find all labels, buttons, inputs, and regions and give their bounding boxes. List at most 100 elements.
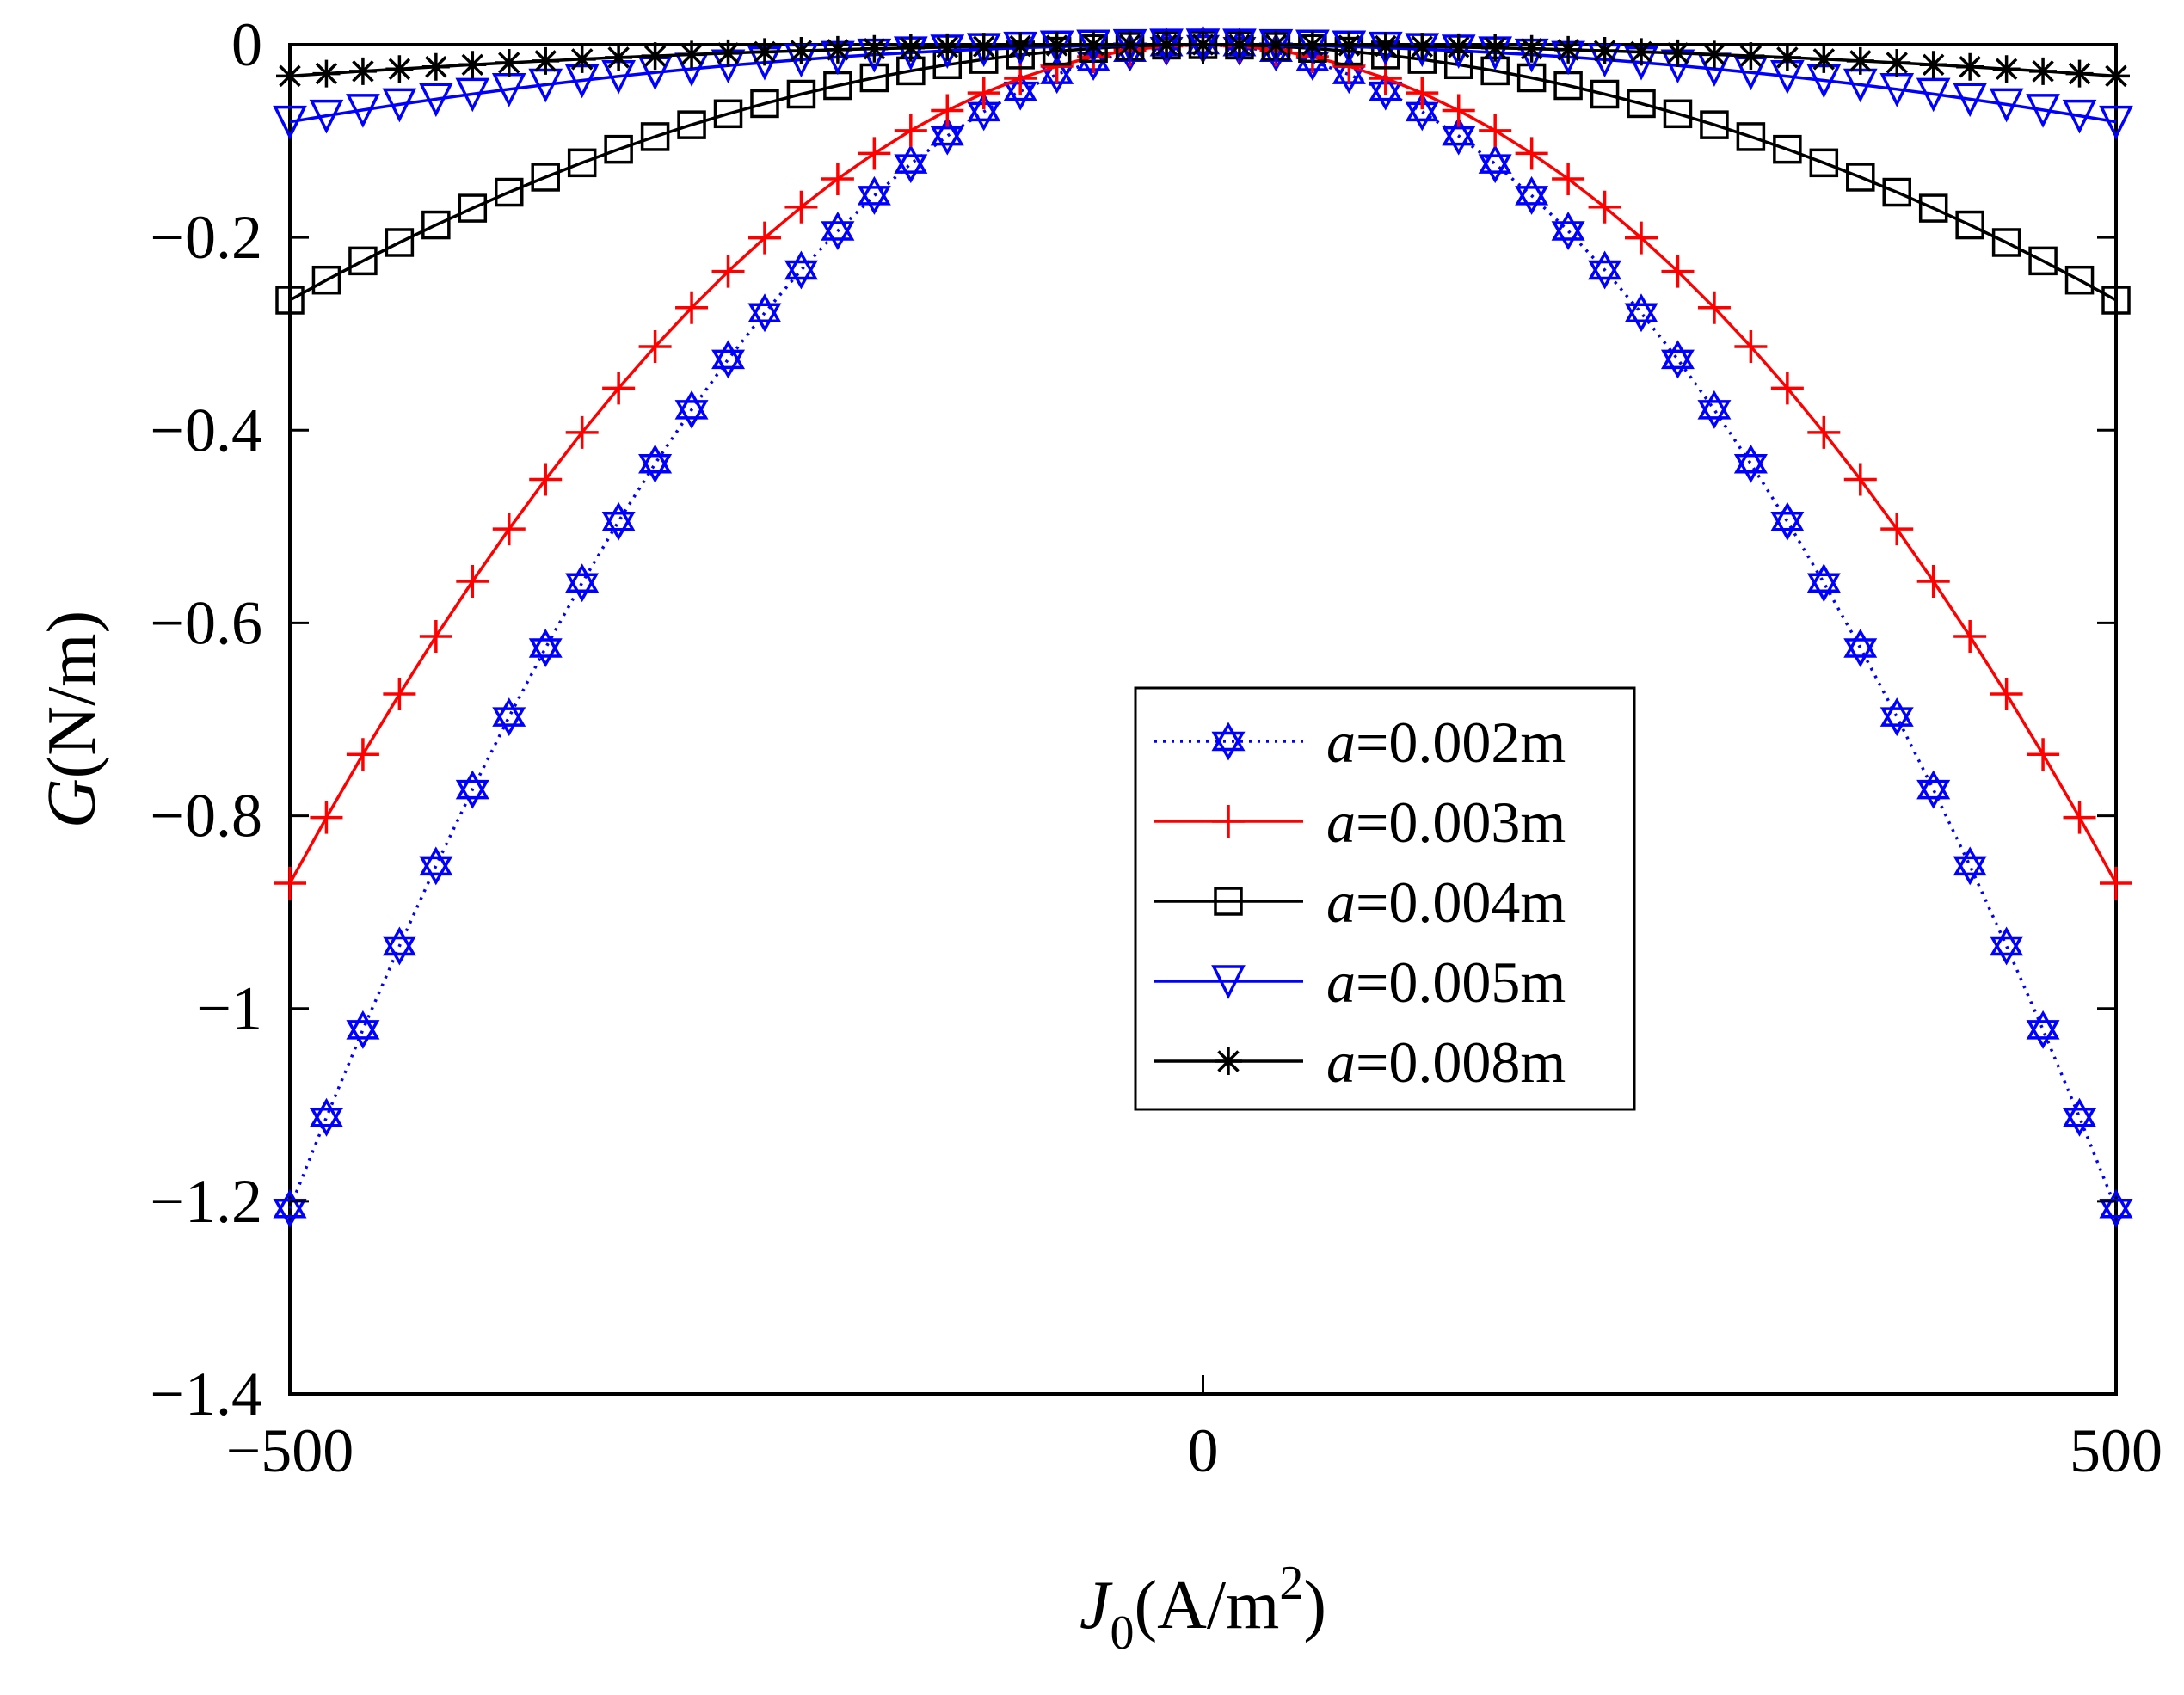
y-tick-label: −1.4 [150,1360,262,1428]
data-point [711,255,745,288]
data-point [1916,77,1951,113]
legend-item-0.005m: a=0.005m [1154,949,1566,1015]
data-point [528,628,563,668]
y-tick-label: −0.8 [150,782,262,851]
data-point [1515,175,1549,215]
data-point [567,148,597,178]
data-point [1733,444,1768,483]
data-point [1807,415,1841,449]
data-point [1770,372,1804,405]
data-point [1846,46,1874,75]
data-point [1955,210,1984,240]
data-point [821,163,854,196]
data-point [346,94,380,128]
x-axis-label: J0(A/m2) [1080,1557,1326,1660]
data-point [311,265,341,295]
data-point [346,1010,380,1049]
data-point [1734,330,1768,364]
data-point [1880,513,1914,546]
y-tick-label: 0 [231,10,262,79]
x-axis-label-superscript: 2 [1279,1557,1303,1610]
data-point [531,163,560,192]
series-0.008m [276,31,2130,90]
data-point [1590,79,1620,109]
data-point [747,293,782,333]
data-point [969,33,998,61]
data-point [786,79,816,109]
data-point [1516,63,1547,93]
data-point [1664,39,1692,67]
data-point [2101,286,2131,315]
data-point [823,35,852,64]
data-point [2102,62,2130,90]
legend-item-0.003m: a=0.003m [1154,789,1566,855]
data-point [933,33,962,61]
data-point [894,144,928,184]
data-point [1989,88,2024,123]
data-point [532,46,560,75]
data-point [1883,49,1911,77]
data-point [894,114,927,147]
data-point [1916,770,1951,809]
data-point [568,45,596,73]
data-point [495,177,524,207]
y-tick-label: −1 [196,974,262,1043]
data-point [1810,45,1838,73]
data-point [492,513,526,546]
data-point [750,89,779,119]
data-point [859,63,889,93]
data-point [674,390,709,429]
data-point [1588,190,1621,224]
data-point [492,697,526,737]
data-point [273,105,307,140]
data-point [346,738,379,771]
data-point [1661,255,1695,288]
legend-marker [1214,887,1243,916]
data-point [1080,31,1108,59]
data-point [2026,94,2060,128]
legend-marker [1211,722,1246,761]
data-point [640,122,670,151]
data-point [1479,114,1512,147]
data-point [1700,110,1729,139]
data-point [382,926,416,966]
data-point [1408,33,1437,61]
data-point [1843,463,1877,496]
data-point [1737,42,1765,71]
legend-label: a=0.008m [1326,1029,1566,1095]
data-point [638,330,672,364]
data-point [1444,33,1473,61]
data-point [1442,94,1475,127]
data-point [1627,89,1656,119]
y-tick-label: −1.2 [150,1167,262,1236]
data-point [385,228,415,257]
data-point [601,501,636,541]
data-point [1406,77,1439,110]
data-point [456,565,489,599]
data-point [1697,390,1732,429]
data-point [750,38,778,66]
data-point [638,444,673,483]
data-point [821,212,855,250]
data-point [1551,212,1585,250]
y-axis-label-unit: (N/m) [34,611,110,779]
data-point [602,372,636,405]
data-point [1953,846,1987,886]
data-point [2062,99,2097,134]
data-point [2064,265,2095,295]
data-point [857,175,891,215]
data-point [1916,565,1950,599]
data-point [930,116,964,156]
data-point [385,55,414,83]
data-point [2063,1097,2097,1137]
data-point [309,1097,343,1137]
data-point [1481,34,1510,62]
data-point [276,62,304,90]
data-point [348,57,377,85]
legend-item-0.002m: a=0.002m [1154,709,1566,775]
data-point [784,190,818,224]
y-axis-label-symbol: G [34,778,110,828]
data-point [2065,59,2094,88]
data-point [495,49,523,77]
data-point [1953,619,1987,653]
